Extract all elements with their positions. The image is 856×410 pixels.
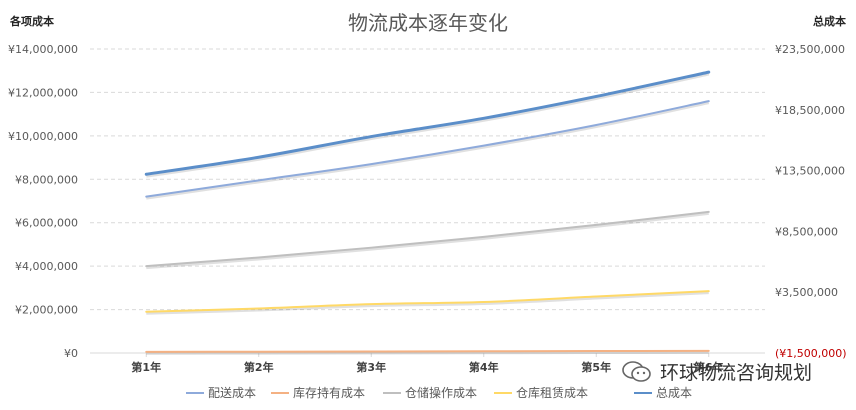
legend-label: 配送成本 <box>208 385 256 400</box>
left-tick-label: ¥10,000,000 <box>8 130 78 143</box>
right-axis-label: 总成本 <box>813 14 846 28</box>
legend: 配送成本 库存持有成本 仓储操作成本 仓库租赁成本 总成本 <box>186 385 692 400</box>
series-line-5 <box>144 70 711 176</box>
left-tick-label: ¥0 <box>64 347 78 360</box>
right-tick-label: (¥1,500,000) <box>775 347 847 360</box>
right-tick-label: ¥18,500,000 <box>775 104 845 117</box>
left-tick-label: ¥6,000,000 <box>15 217 78 230</box>
chart-title: 物流成本逐年变化 <box>348 11 508 35</box>
series-line-shadow <box>146 350 709 355</box>
series-line-2 <box>145 349 710 353</box>
series-line-4 <box>145 290 710 313</box>
series-line-3 <box>145 210 710 268</box>
right-tick-label: ¥3,500,000 <box>775 286 838 299</box>
series-line-1 <box>145 100 710 198</box>
right-axis-ticks: (¥1,500,000) ¥3,500,000 ¥8,500,000 ¥13,500,… <box>775 43 847 360</box>
x-tick-label: 第1年 <box>131 360 161 374</box>
series-line-shadow <box>146 291 709 315</box>
left-axis-label: 各项成本 <box>9 14 54 28</box>
legend-label: 总成本 <box>656 386 692 400</box>
x-tick-label: 第4年 <box>469 360 499 374</box>
left-tick-label: ¥4,000,000 <box>15 260 78 273</box>
left-axis-ticks: ¥0 ¥2,000,000 ¥4,000,000 ¥6,000,000 ¥8,000,0… <box>8 43 78 360</box>
legend-label: 仓库租赁成本 <box>516 385 588 400</box>
right-tick-label: ¥13,500,000 <box>775 165 845 178</box>
x-tick-label: 第2年 <box>244 360 274 374</box>
left-tick-label: ¥2,000,000 <box>15 304 78 317</box>
x-axis-ticks: 第1年 第2年 第3年 第4年 第5年 第6年 <box>131 353 724 374</box>
legend-label: 仓储操作成本 <box>405 385 477 400</box>
x-tick-label: 第3年 <box>356 360 386 374</box>
right-tick-label: ¥8,500,000 <box>775 225 838 238</box>
watermark-text: 环球物流咨询规划 <box>660 362 813 384</box>
gridlines <box>90 48 765 354</box>
x-tick-label: 第5年 <box>581 360 611 374</box>
legend-label: 库存持有成本 <box>293 385 365 400</box>
left-tick-label: ¥14,000,000 <box>8 43 78 56</box>
right-tick-label: ¥23,500,000 <box>775 43 845 56</box>
series-line-shadow <box>146 101 710 200</box>
left-tick-label: ¥8,000,000 <box>15 173 78 186</box>
left-tick-label: ¥12,000,000 <box>8 86 78 99</box>
x-tick-label: 第6年 <box>694 360 724 374</box>
watermark: 环球物流咨询规划 <box>622 358 812 385</box>
wechat-icon <box>622 360 651 382</box>
series-lines <box>144 70 711 355</box>
series-line-shadow <box>146 211 709 270</box>
